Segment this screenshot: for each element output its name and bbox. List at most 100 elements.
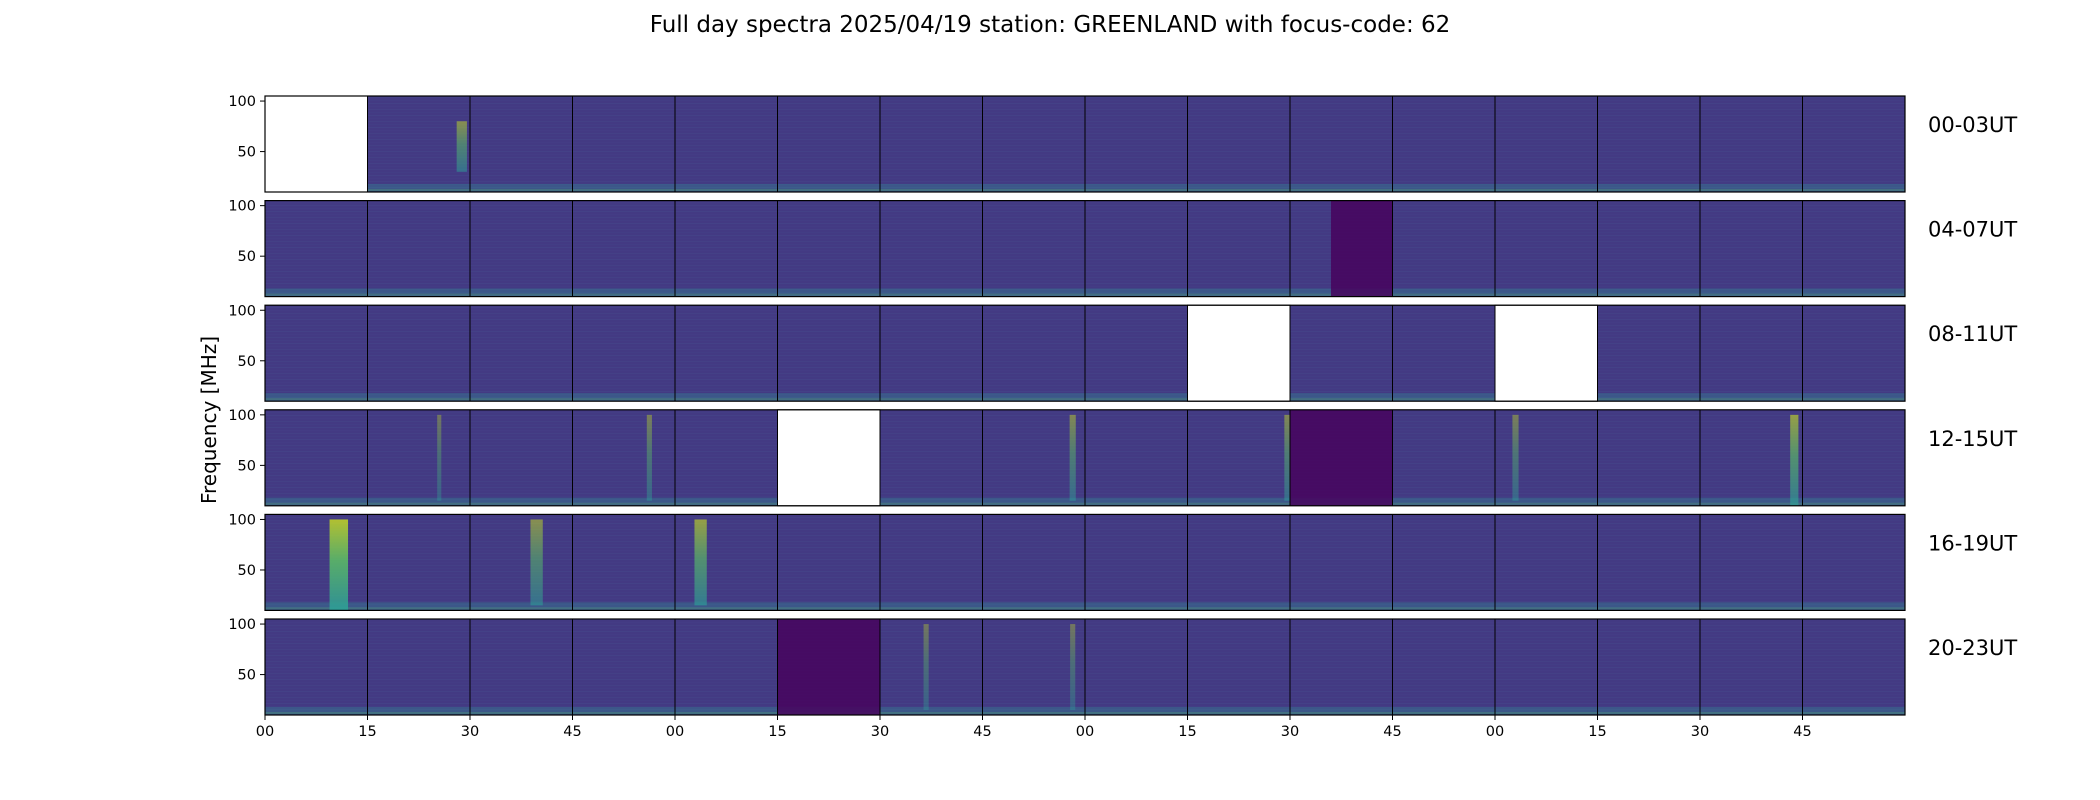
low-frequency-line [572,188,675,191]
low-frequency-band [777,288,880,297]
spectrogram-panel [1802,305,1905,402]
spectra-row: 50 100 12-15UT [228,408,2017,507]
panel-texture [367,200,470,297]
spectra-row: 50 100 16-19UT [228,512,2017,612]
low-frequency-line [1700,188,1803,191]
panel-texture [982,96,1085,192]
low-frequency-line [1495,711,1598,714]
low-frequency-band [777,602,880,611]
low-frequency-line [265,398,368,401]
panel-texture [675,200,778,297]
low-frequency-band [675,706,778,715]
low-frequency-band [1085,497,1188,506]
low-frequency-band [1392,183,1495,192]
low-frequency-band [1597,497,1700,506]
x-tick-label: 00 [256,724,274,740]
low-frequency-band [572,288,675,297]
missing-panel [1187,305,1290,402]
low-frequency-line [675,293,778,296]
spectrogram-panel [675,409,778,506]
low-frequency-band [777,183,880,192]
spectrogram-panel [470,305,573,402]
panel-texture [1392,305,1495,402]
panel-texture [1802,305,1905,402]
spectrogram-panel [1187,514,1290,611]
x-tick-label: 00 [1486,724,1504,740]
x-tick-label: 30 [1691,724,1709,740]
panel-texture [1392,96,1495,192]
panel-texture [1495,200,1598,297]
low-frequency-line [982,293,1085,296]
radio-burst [530,519,543,606]
spectrogram-panel [880,409,983,506]
panel-texture [572,409,675,506]
low-frequency-band [470,393,573,402]
spectrogram-panel [1597,409,1700,506]
low-frequency-band [1597,183,1700,192]
low-frequency-band [470,706,573,715]
dark-region [1331,200,1393,297]
spectrogram-panel [265,619,368,715]
low-frequency-line [367,188,470,191]
low-frequency-band [1597,288,1700,297]
low-frequency-line [1802,711,1905,714]
spectrogram-panel [367,619,470,715]
panel-texture [572,619,675,715]
panel-texture [1187,514,1290,611]
low-frequency-line [1187,711,1290,714]
spectrogram-panel [1392,200,1495,297]
panel-texture [880,96,983,192]
panel-texture [1802,409,1905,506]
missing-panel [777,409,880,506]
low-frequency-band [1392,393,1495,402]
spectrogram-panel [982,514,1085,611]
low-frequency-line [982,398,1085,401]
spectrogram-panel [675,200,778,297]
spectrogram-panel [1392,305,1495,402]
spectrogram-panel [1495,96,1598,192]
row-time-label: 08-11UT [1928,322,2017,346]
spectrogram-panel [470,619,573,715]
spectrogram-panel [367,409,470,506]
low-frequency-band [265,602,368,611]
low-frequency-band [1290,183,1393,192]
panel-texture [777,200,880,297]
panel-texture [367,409,470,506]
spectrogram-panel [777,514,880,611]
low-frequency-band [1392,288,1495,297]
row-frame [264,409,1906,507]
spectrogram-panel [1700,200,1803,297]
panel-texture [1700,96,1803,192]
spectrogram-panel [1187,409,1290,506]
spectrogram-panel [1597,619,1700,715]
row-time-label: 16-19UT [1928,531,2017,555]
spectrogram-panel [982,409,1085,506]
spectrogram-panel [367,305,470,402]
spectrogram-panel [982,305,1085,402]
panel-texture [1392,200,1495,297]
panel-texture [982,305,1085,402]
panel-texture [265,619,368,715]
low-frequency-band [1085,183,1188,192]
dark-region [1290,409,1393,506]
radio-burst [456,121,467,172]
low-frequency-band [367,497,470,506]
spectrogram-panel [1700,619,1803,715]
low-frequency-line [982,188,1085,191]
panel-texture [470,619,573,715]
panel-texture [470,514,573,611]
panel-texture [1597,514,1700,611]
low-frequency-line [880,711,983,714]
low-frequency-line [982,502,1085,505]
low-frequency-line [880,398,983,401]
spectrogram-panel [572,200,675,297]
low-frequency-line [572,711,675,714]
spectrogram-panel [1597,96,1700,192]
low-frequency-band [1392,706,1495,715]
x-tick-label: 00 [1076,724,1094,740]
low-frequency-band [367,602,470,611]
spectrogram-panel [367,514,470,611]
low-frequency-band [1495,706,1598,715]
low-frequency-line [1085,398,1188,401]
low-frequency-band [470,602,573,611]
